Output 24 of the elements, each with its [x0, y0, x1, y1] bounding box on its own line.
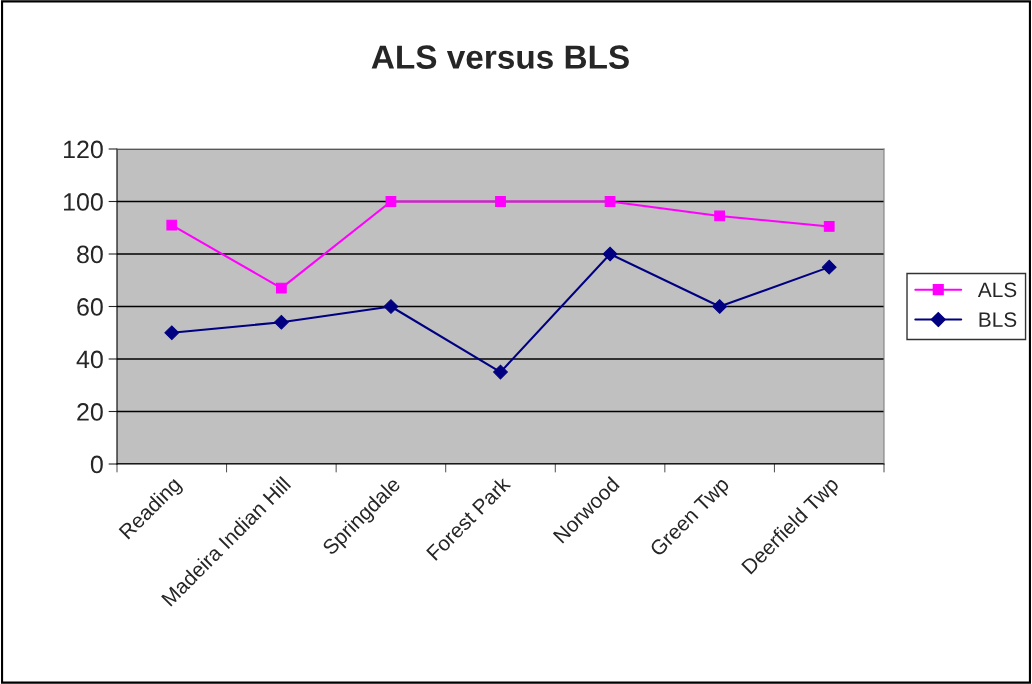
y-tick-label: 20 — [77, 403, 103, 421]
point — [714, 210, 726, 222]
chart-title: ALS versus BLS — [371, 45, 629, 69]
point — [821, 259, 837, 275]
legend-label: BLS — [979, 312, 1017, 328]
y-tick-label: 100 — [64, 193, 103, 211]
point — [823, 221, 835, 232]
point — [385, 196, 397, 207]
y-tick-label: 0 — [90, 455, 103, 474]
point — [166, 219, 178, 231]
point — [712, 299, 728, 314]
y-tick-label: 60 — [77, 298, 103, 316]
point — [493, 364, 508, 380]
legend-label: ALS — [977, 282, 1017, 298]
point — [495, 196, 506, 207]
point — [602, 246, 618, 262]
y-tick-label: 40 — [76, 350, 103, 369]
y-tick-label: 80 — [77, 245, 103, 264]
point — [275, 282, 287, 294]
point — [273, 314, 289, 330]
point — [604, 196, 616, 207]
point — [383, 299, 399, 314]
point — [164, 325, 180, 341]
y-tick-label: 120 — [64, 140, 103, 159]
